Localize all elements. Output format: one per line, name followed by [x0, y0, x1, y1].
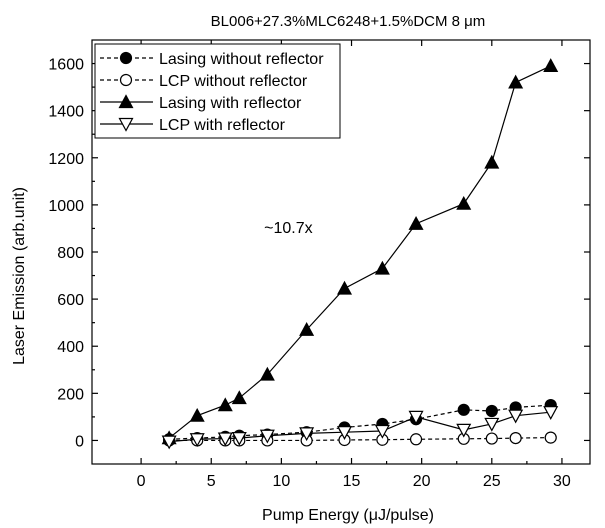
x-tick-label: 30 [553, 473, 571, 490]
data-point [544, 431, 557, 444]
x-tick-label: 5 [207, 473, 216, 490]
series-4 [161, 406, 559, 450]
data-point [484, 154, 500, 169]
y-tick-label: 400 [57, 339, 84, 356]
legend-label: LCP without reflector [159, 73, 308, 90]
data-point [259, 366, 275, 381]
data-point [408, 215, 424, 230]
legend-marker [118, 94, 134, 109]
data-point [509, 431, 522, 445]
data-point [217, 432, 233, 447]
legend: Lasing without reflector LCP without refl… [94, 43, 341, 139]
x-tick-label: 15 [343, 473, 361, 490]
y-tick-label: 1400 [48, 104, 84, 121]
annotations: ~10.7x [264, 220, 312, 237]
data-point [299, 427, 315, 442]
data-point [408, 410, 424, 425]
data-point [374, 260, 390, 275]
x-tick-label: 10 [272, 473, 290, 490]
data-point [484, 417, 500, 432]
x-tick-label: 20 [413, 473, 431, 490]
data-point [374, 424, 390, 439]
data-point [508, 74, 524, 89]
legend-item: Lasing with reflector [100, 94, 302, 112]
y-tick-label: 600 [57, 292, 84, 309]
chart-title: BL006+27.3%MLC6248+1.5%DCM 8 μm [211, 13, 486, 30]
legend-marker [118, 117, 134, 132]
y-axis-label: Laser Emission (arb.unit) [11, 187, 28, 365]
data-point [456, 423, 472, 438]
plot-area: 0 5 10 15 20 25 30 0 200 400 600 800 1000 1200 1400 160… [48, 39, 591, 490]
data-point [456, 195, 472, 210]
data-point [508, 409, 524, 424]
y-tick-label: 1600 [48, 57, 84, 74]
legend-marker [119, 51, 133, 65]
data-point [485, 432, 498, 445]
x-axis-label: Pump Energy (μJ/pulse) [262, 507, 434, 524]
legend-label: LCP with reflector [159, 117, 286, 134]
data-point [189, 433, 205, 448]
legend-item: LCP without reflector [100, 73, 308, 90]
data-point [485, 404, 498, 418]
y-tick-label: 1000 [48, 198, 84, 215]
data-point [231, 390, 247, 405]
data-point [543, 406, 559, 420]
x-tick-label: 25 [483, 473, 501, 490]
y-tick-label: 1200 [48, 151, 84, 168]
legend-item: LCP with reflector [100, 117, 286, 134]
y-tick-label: 200 [57, 386, 84, 403]
data-point [457, 403, 470, 416]
data-point [299, 321, 315, 336]
data-point [189, 407, 205, 422]
y-tick-label: 0 [75, 433, 84, 450]
data-point [259, 429, 275, 444]
data-point [543, 58, 559, 73]
legend-item: Lasing without reflector [100, 51, 324, 68]
legend-box [94, 43, 341, 139]
data-point [161, 435, 177, 450]
legend-label: Lasing with reflector [159, 95, 302, 112]
data-point [231, 431, 247, 446]
x-tick-label: 0 [137, 473, 146, 490]
legend-marker [119, 73, 133, 87]
y-tick-label: 800 [57, 245, 84, 262]
data-point [217, 397, 233, 412]
data-point [409, 433, 423, 446]
legend-label: Lasing without reflector [159, 51, 324, 68]
series-3 [161, 58, 559, 445]
data-point [336, 426, 353, 440]
data-point [336, 280, 353, 295]
annotation-label: ~10.7x [264, 220, 312, 237]
